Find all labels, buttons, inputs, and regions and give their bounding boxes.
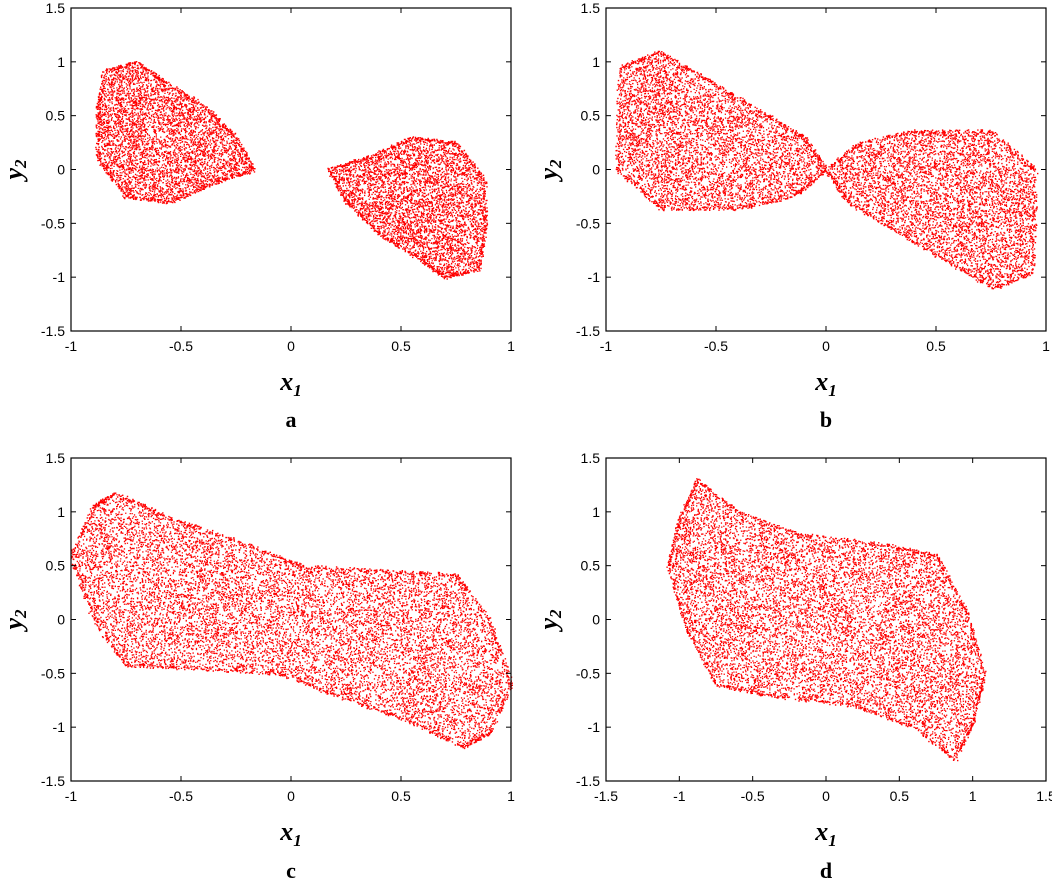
y-axis-label: y2 — [0, 609, 30, 633]
x-tick-label: 0.5 — [391, 338, 411, 354]
y-tick-label: -1 — [588, 719, 601, 735]
y-tick-label: -1 — [588, 269, 601, 285]
x-tick-label: 0 — [822, 338, 830, 354]
x-tick-label: 1 — [1042, 338, 1050, 354]
x-tick-label: 0.5 — [890, 788, 910, 804]
y-tick-label: 1.5 — [46, 0, 66, 16]
y-tick-label: 1 — [592, 54, 600, 70]
x-tick-label: -0.5 — [169, 788, 193, 804]
scatter-series-2 — [824, 129, 1039, 290]
y-tick-label: 0 — [592, 162, 600, 178]
panel-label: c — [286, 858, 296, 883]
y-axis-label: y2 — [0, 159, 30, 183]
panel-label: d — [820, 858, 832, 883]
scatter-points — [666, 478, 987, 762]
x-axis-label: x1 — [279, 817, 302, 850]
x-axis-label: x1 — [279, 367, 302, 400]
scatter-points — [70, 492, 514, 750]
y-tick-label: 1 — [57, 54, 65, 70]
x-tick-label: 0.5 — [926, 338, 946, 354]
y-tick-label: 0.5 — [581, 558, 601, 574]
y-tick-label: 1.5 — [581, 450, 601, 466]
scatter-series-1 — [95, 61, 256, 205]
y-tick-label: -1 — [53, 719, 66, 735]
y-tick-label: -0.5 — [576, 665, 600, 681]
x-tick-label: 0.5 — [391, 788, 411, 804]
scatter-series-1 — [615, 50, 827, 212]
axes-box — [70, 7, 512, 332]
x-tick-label: 0 — [287, 338, 295, 354]
panel-label: a — [286, 407, 297, 432]
axes-box — [605, 457, 1047, 782]
y-tick-label: 0.5 — [46, 108, 66, 124]
y-tick-label: 1.5 — [46, 450, 66, 466]
x-tick-label: -0.5 — [741, 788, 765, 804]
y-tick-label: 0 — [57, 612, 65, 628]
x-axis-label: x1 — [814, 817, 837, 850]
y-tick-label: 0 — [592, 612, 600, 628]
y-tick-label: -1.5 — [576, 323, 600, 339]
y-axis-label: y2 — [534, 159, 565, 183]
y-tick-label: 1 — [57, 504, 65, 520]
x-tick-label: -0.5 — [169, 338, 193, 354]
x-tick-label: 1 — [969, 788, 977, 804]
scatter-series-1 — [666, 478, 987, 762]
y-tick-label: -1.5 — [576, 773, 600, 789]
x-tick-label: -1 — [65, 788, 78, 804]
x-tick-label: 0 — [287, 788, 295, 804]
x-tick-label: 1 — [507, 338, 515, 354]
y-tick-label: 0.5 — [46, 558, 66, 574]
y-tick-label: -1.5 — [41, 773, 65, 789]
scatter-points — [95, 61, 489, 280]
y-tick-label: 0 — [57, 162, 65, 178]
y-axis-label: y2 — [534, 609, 565, 633]
y-tick-label: -1.5 — [41, 323, 65, 339]
x-tick-label: 1.5 — [1036, 788, 1052, 804]
x-tick-label: 1 — [507, 788, 515, 804]
x-tick-label: -1 — [673, 788, 686, 804]
x-tick-label: -1.5 — [594, 788, 618, 804]
y-tick-label: -0.5 — [41, 215, 65, 231]
y-tick-label: 1 — [592, 504, 600, 520]
x-tick-label: 0 — [822, 788, 830, 804]
scatter-series-1 — [70, 492, 514, 750]
panel-label: b — [820, 407, 832, 432]
x-tick-label: -0.5 — [704, 338, 728, 354]
x-tick-label: -1 — [600, 338, 613, 354]
panel-d: -1.5 -1 -0.5 0 0.5 1 1.5 -1.5 -1 -0.5 0 0.5 1 1.5 x1 y2… — [534, 450, 1052, 883]
scatter-points — [615, 50, 1039, 290]
y-tick-label: -0.5 — [41, 665, 65, 681]
x-axis-label: x1 — [814, 367, 837, 400]
y-tick-label: 0.5 — [581, 108, 601, 124]
x-tick-label: -1 — [65, 338, 78, 354]
y-tick-label: 1.5 — [581, 0, 601, 16]
y-tick-label: -0.5 — [576, 215, 600, 231]
y-tick-label: -1 — [53, 269, 66, 285]
scatter-series-2 — [327, 136, 489, 280]
